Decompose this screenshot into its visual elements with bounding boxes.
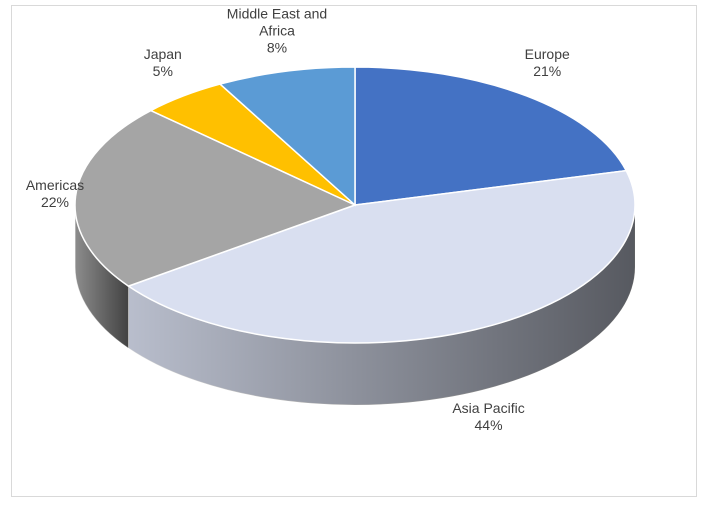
slice-value: 5% xyxy=(152,63,173,80)
slice-name: Middle East and Africa xyxy=(226,5,328,39)
slice-label: Americas 22% xyxy=(26,177,84,211)
pie-side-shade xyxy=(75,205,129,349)
pie-slice xyxy=(74,109,357,287)
pie-slice xyxy=(218,66,356,207)
slice-label: Middle East and Africa 8% xyxy=(215,6,340,57)
slice-value: 8% xyxy=(266,39,288,56)
slice-value: 22% xyxy=(40,193,70,210)
slice-label: Asia Pacific 44% xyxy=(452,400,524,434)
slice-name: Japan xyxy=(143,46,182,63)
pie-slice xyxy=(126,169,636,344)
chart-frame xyxy=(11,5,697,497)
slice-value: 21% xyxy=(533,63,562,80)
slice-name: Asia Pacific xyxy=(452,399,525,416)
slice-label: Japan 5% xyxy=(144,46,182,80)
slice-value: 44% xyxy=(474,416,503,433)
pie-side-shade xyxy=(128,205,636,406)
pie-slice xyxy=(354,66,628,206)
slice-name: Americas xyxy=(25,176,85,193)
slice-label: Europe 21% xyxy=(525,46,570,80)
slice-name: Europe xyxy=(524,46,570,63)
